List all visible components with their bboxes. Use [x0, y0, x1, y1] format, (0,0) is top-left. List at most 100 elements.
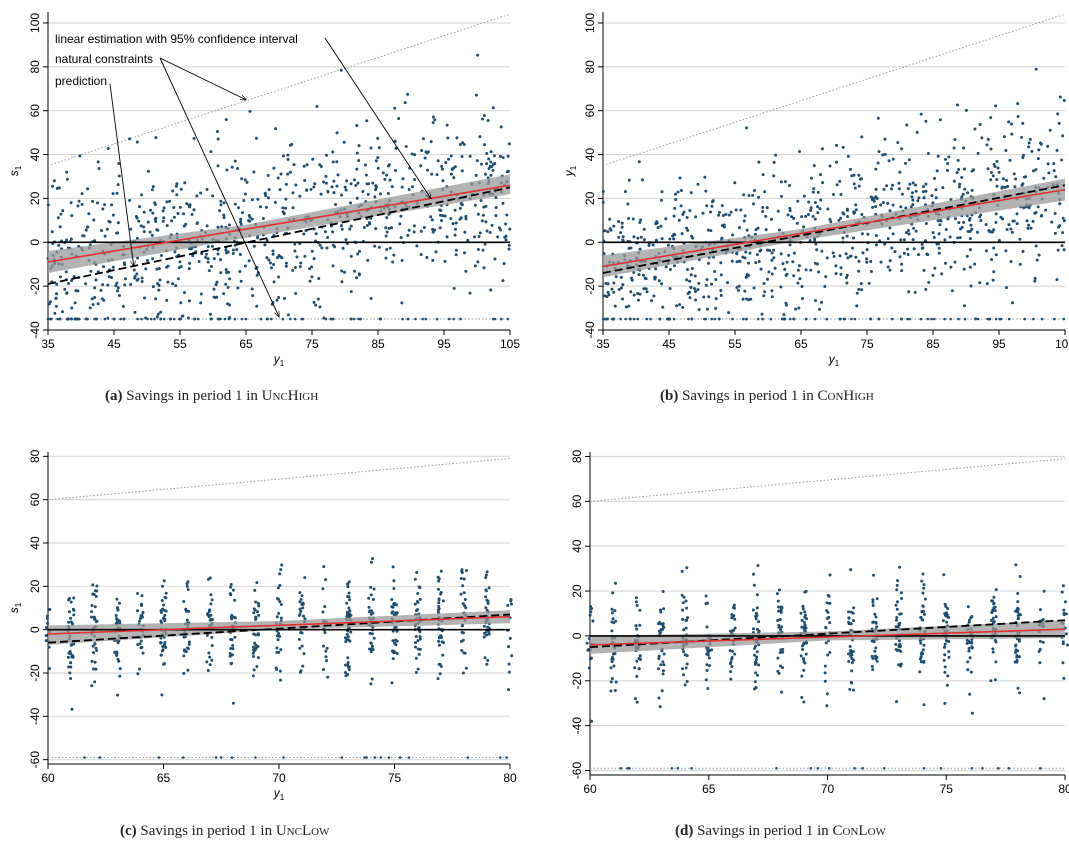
data-point	[182, 224, 186, 228]
data-point	[1055, 148, 1059, 152]
data-point	[658, 632, 662, 636]
data-point	[93, 296, 97, 300]
data-point	[882, 766, 886, 770]
data-point	[792, 216, 796, 220]
data-point	[659, 224, 663, 228]
data-point	[776, 656, 780, 660]
data-point	[752, 202, 756, 206]
data-point	[654, 267, 658, 271]
data-point	[279, 172, 283, 176]
data-point	[763, 190, 767, 194]
data-point	[855, 304, 859, 308]
data-point	[923, 597, 927, 601]
data-point	[439, 592, 443, 596]
data-point	[820, 147, 824, 151]
data-point	[1021, 249, 1025, 253]
data-point	[800, 644, 804, 648]
data-point	[754, 261, 758, 265]
data-point	[447, 317, 451, 321]
data-point	[777, 623, 781, 627]
data-point	[693, 287, 697, 291]
data-point	[729, 670, 733, 674]
data-point	[783, 317, 787, 321]
data-point	[899, 205, 903, 209]
data-point	[898, 612, 902, 616]
data-point	[785, 260, 789, 264]
data-point	[839, 216, 843, 220]
data-point	[969, 284, 973, 288]
data-point	[65, 291, 69, 295]
data-point	[365, 756, 368, 759]
data-point	[239, 222, 243, 226]
data-point	[107, 275, 111, 279]
data-point	[680, 569, 684, 573]
data-point	[331, 230, 335, 234]
data-point	[717, 317, 721, 321]
data-point	[123, 277, 127, 281]
data-point	[961, 192, 965, 196]
data-point	[920, 579, 924, 583]
data-point	[484, 573, 488, 577]
data-point	[617, 220, 621, 224]
data-point	[989, 679, 993, 683]
x-tick-label: 35	[41, 337, 55, 351]
data-point	[938, 218, 942, 222]
data-point	[372, 636, 376, 640]
data-point	[178, 317, 181, 321]
data-point	[303, 617, 307, 621]
data-point	[920, 242, 924, 246]
data-point	[424, 317, 428, 321]
data-point	[661, 305, 665, 309]
data-point	[140, 279, 144, 283]
y-tick-label: 0	[28, 626, 42, 633]
data-point	[906, 229, 910, 233]
data-point	[66, 655, 70, 659]
data-point	[963, 187, 967, 191]
data-point	[992, 601, 996, 605]
data-point	[393, 106, 397, 110]
data-point	[61, 209, 65, 213]
data-point	[161, 648, 165, 652]
data-point	[1033, 279, 1037, 283]
data-point	[414, 317, 417, 321]
data-point	[621, 238, 625, 242]
data-point	[1062, 219, 1066, 223]
data-point	[897, 181, 901, 185]
data-point	[473, 235, 477, 239]
data-point	[779, 605, 783, 609]
data-point	[1005, 286, 1009, 290]
data-point	[252, 170, 256, 174]
data-point	[254, 136, 258, 140]
data-point	[950, 289, 954, 293]
data-point	[253, 588, 257, 592]
data-point	[393, 139, 397, 143]
data-point	[392, 649, 396, 653]
data-point	[850, 669, 854, 673]
data-point	[318, 305, 322, 309]
data-point	[938, 118, 942, 122]
data-point	[817, 270, 821, 274]
data-point	[484, 606, 488, 610]
data-point	[869, 260, 873, 264]
data-point	[1018, 613, 1022, 617]
data-point	[919, 615, 923, 619]
data-point	[453, 227, 457, 231]
data-point	[299, 609, 303, 613]
data-point	[632, 293, 636, 297]
data-point	[316, 297, 320, 301]
data-point	[761, 173, 765, 177]
data-point	[340, 280, 344, 284]
data-point	[887, 159, 891, 163]
data-point	[920, 618, 924, 622]
data-point	[166, 264, 170, 268]
data-point	[324, 655, 328, 659]
data-point	[47, 645, 51, 649]
data-point	[417, 652, 421, 656]
data-point	[461, 638, 465, 642]
data-point	[502, 262, 506, 266]
data-point	[895, 700, 899, 704]
data-point	[609, 666, 613, 670]
data-point	[1030, 149, 1034, 153]
data-point	[798, 150, 802, 154]
x-axis-label: y1	[273, 352, 285, 368]
